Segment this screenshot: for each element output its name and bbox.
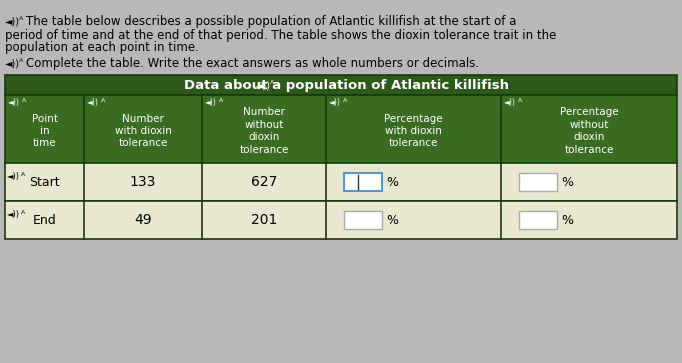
Text: The table below describes a possible population of Atlantic killifish at the sta: The table below describes a possible pop… [26, 15, 516, 28]
Text: A: A [22, 98, 26, 102]
Text: ◄)): ◄)) [256, 80, 271, 90]
Text: %: % [386, 175, 398, 188]
Text: Start: Start [29, 175, 60, 188]
Text: period of time and at the end of that period. The table shows the dioxin toleran: period of time and at the end of that pe… [5, 29, 557, 41]
Text: Number
without
dioxin
tolerance: Number without dioxin tolerance [239, 107, 288, 155]
Text: A: A [343, 98, 347, 102]
Text: Complete the table. Write the exact answers as whole numbers or decimals.: Complete the table. Write the exact answ… [26, 57, 479, 69]
Text: A: A [19, 16, 23, 20]
Text: ◄)): ◄)) [504, 98, 516, 107]
Text: 49: 49 [134, 213, 152, 227]
Text: ◄)): ◄)) [7, 172, 20, 182]
Bar [5, 75, 677, 95]
Bar [5, 163, 677, 201]
Text: 627: 627 [251, 175, 278, 189]
Text: ◄)): ◄)) [87, 98, 99, 107]
Text: A: A [21, 171, 25, 176]
Bar [344, 173, 382, 191]
Text: A: A [518, 98, 522, 102]
Text: ◄)): ◄)) [7, 211, 20, 220]
Bar [519, 211, 557, 229]
Text: population at each point in time.: population at each point in time. [5, 41, 199, 54]
Bar [5, 201, 677, 239]
Bar [344, 211, 382, 229]
Bar [5, 95, 677, 163]
Text: Point
in
time: Point in time [31, 114, 58, 148]
Text: A: A [21, 209, 25, 215]
Text: Number
with dioxin
tolerance: Number with dioxin tolerance [115, 114, 172, 148]
Text: %: % [561, 175, 573, 188]
Text: ◄)): ◄)) [8, 98, 20, 107]
Text: End: End [33, 213, 57, 227]
Text: ◄)): ◄)) [5, 16, 20, 26]
Text: A: A [219, 98, 223, 102]
Text: ◄)): ◄)) [205, 98, 217, 107]
Text: %: % [386, 213, 398, 227]
Text: A: A [270, 79, 274, 85]
Text: ◄)): ◄)) [5, 58, 20, 68]
Text: Percentage
without
dioxin
tolerance: Percentage without dioxin tolerance [560, 107, 619, 155]
Text: 133: 133 [130, 175, 156, 189]
Text: %: % [561, 213, 573, 227]
Text: A: A [102, 98, 106, 102]
Text: Data about a population of Atlantic killifish: Data about a population of Atlantic kill… [183, 78, 509, 91]
Text: ◄)): ◄)) [329, 98, 341, 107]
Text: 201: 201 [251, 213, 278, 227]
Bar [519, 173, 557, 191]
Text: A: A [19, 57, 23, 62]
Text: Percentage
with dioxin
tolerance: Percentage with dioxin tolerance [384, 114, 443, 148]
